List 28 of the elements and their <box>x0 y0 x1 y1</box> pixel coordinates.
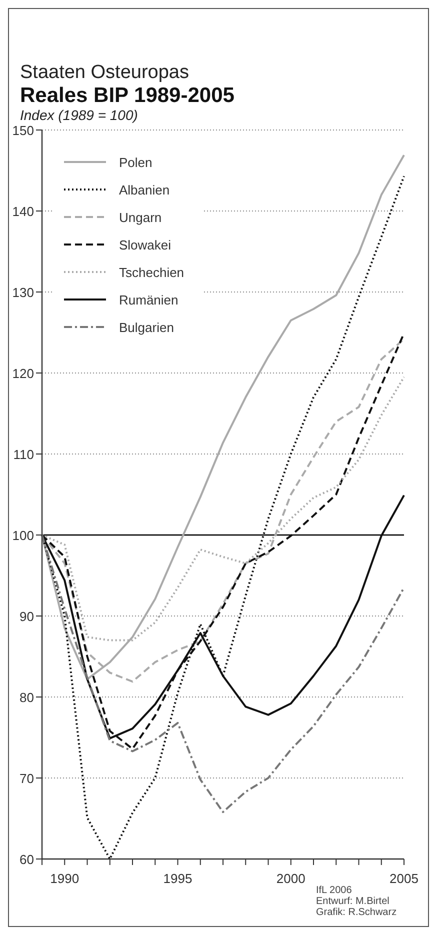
y-axis-title: Index (1989 = 100) <box>20 107 138 123</box>
legend-label: Ungarn <box>119 210 162 225</box>
y-tick-label: 110 <box>13 447 34 462</box>
x-tick-label: 1990 <box>50 871 80 886</box>
text: Entwurf: M.Birtel <box>316 896 390 907</box>
x-tick-label: 1995 <box>163 871 192 886</box>
legend-label: Rumänien <box>119 292 178 308</box>
y-tick-label: 60 <box>20 852 34 867</box>
legend-label: Polen <box>119 155 152 170</box>
y-tick-label: 70 <box>20 771 34 786</box>
chart-title: Reales BIP 1989-2005 <box>20 84 235 107</box>
y-tick-label: 90 <box>20 609 34 624</box>
chart-subtitle: Staaten Osteuropas <box>20 62 189 83</box>
legend-label: Bulgarien <box>119 320 174 335</box>
y-tick-label: 150 <box>12 123 34 138</box>
text: Grafik: R.Schwarz <box>316 907 397 918</box>
y-tick-label: 140 <box>12 204 34 219</box>
legend-label: Slowakei <box>119 238 172 252</box>
legend-label: Albanien <box>119 182 170 198</box>
y-tick-label: 100 <box>12 528 34 543</box>
legend-label: Tschechien <box>119 265 184 280</box>
y-tick-label: 80 <box>20 690 34 705</box>
x-tick-label: 2005 <box>390 871 418 886</box>
y-tick-label: 130 <box>12 285 34 300</box>
text: IfL 2006 <box>316 885 352 896</box>
x-tick-label: 2000 <box>276 871 306 886</box>
line-series <box>41 534 405 814</box>
y-tick-label: 120 <box>12 366 34 381</box>
